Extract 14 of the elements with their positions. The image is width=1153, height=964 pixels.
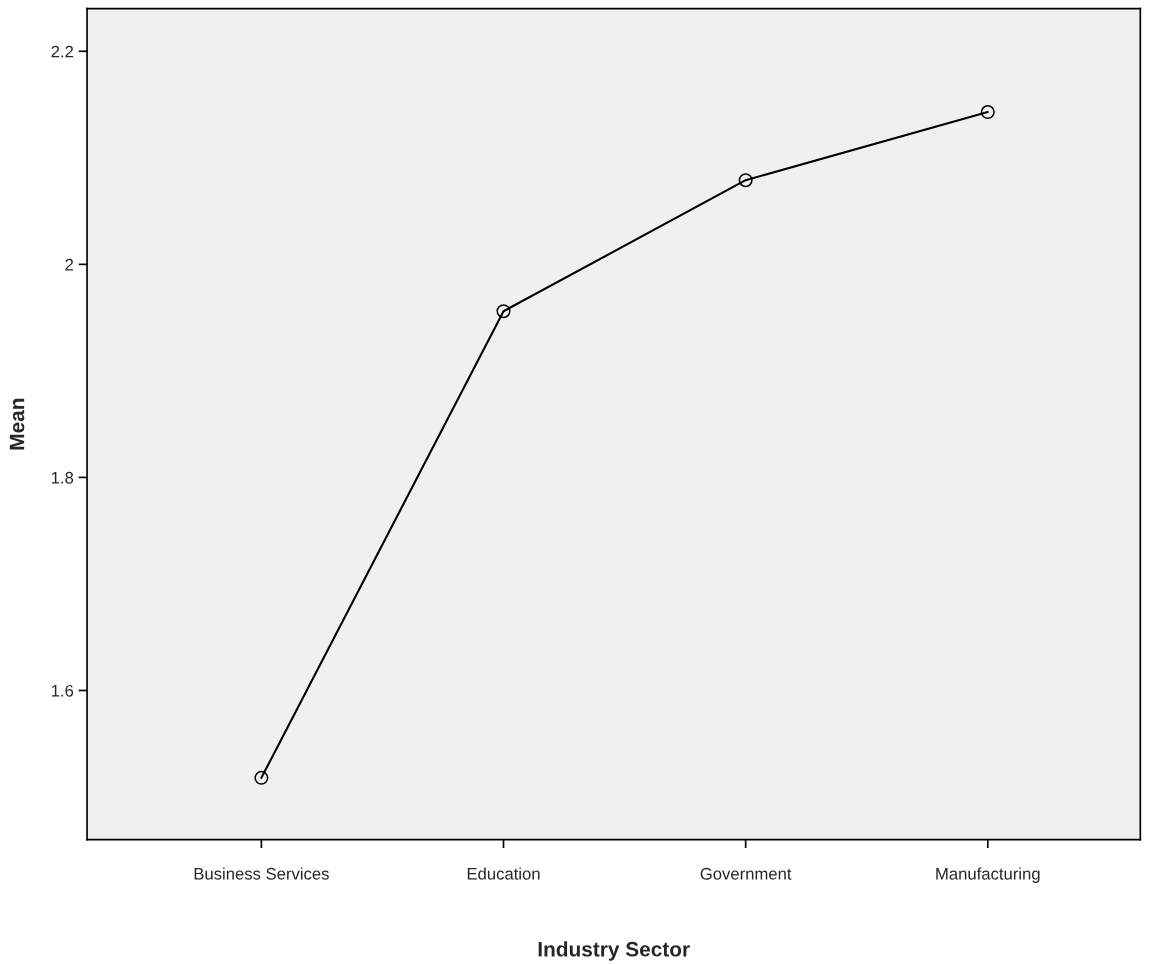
x-tick-label: Manufacturing [936,867,1040,883]
y-tick-label: 2.2 [51,45,74,58]
point [980,104,995,120]
y-tick-label: 1.6 [51,684,74,697]
y-tick-label: 1.8 [51,471,74,484]
point [254,770,269,785]
point [496,304,511,319]
x-tick-label: Education [467,867,540,880]
x-axis-title: Industry Sector [538,941,690,961]
y-axis-title: Mean [9,398,25,450]
point [738,173,753,188]
x-tick-label: Government [700,867,792,880]
y-tick-label: 2 [65,258,74,271]
x-tick-label: Business Services [194,867,329,880]
